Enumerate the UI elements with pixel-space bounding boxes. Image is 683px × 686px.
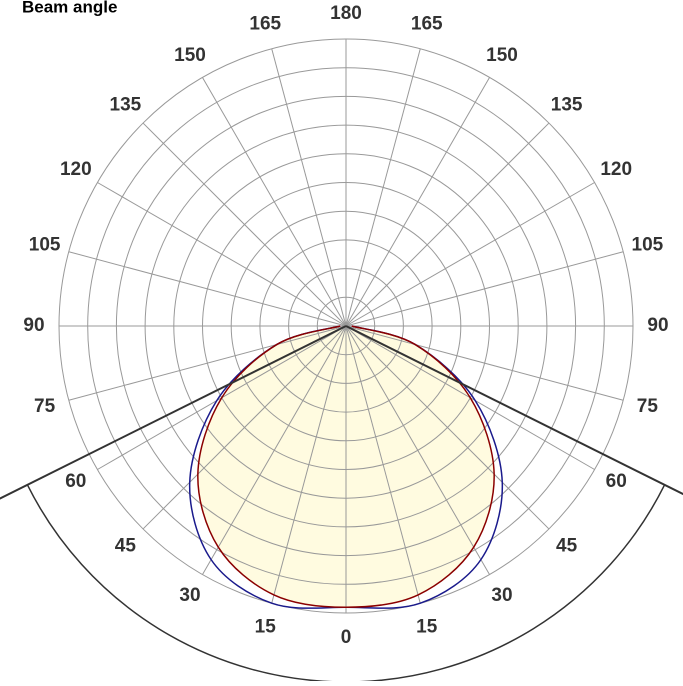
angle-label: 15 (255, 616, 277, 637)
angle-label: 90 (23, 315, 44, 336)
angle-label: 30 (179, 585, 200, 606)
angle-label: 135 (551, 94, 583, 115)
angle-label: 60 (65, 471, 86, 492)
angle-label: 120 (600, 159, 632, 180)
grid-spoke (271, 48, 347, 327)
angle-label: 90 (647, 315, 668, 336)
grid-spoke (202, 325, 347, 575)
grid-spoke (345, 122, 550, 327)
line-layer (188, 325, 504, 609)
angle-label: 150 (174, 45, 206, 66)
grid-spoke (345, 48, 421, 327)
angle-label: 105 (632, 234, 664, 255)
grid-spoke (142, 122, 347, 327)
grid-spoke (271, 325, 347, 604)
angle-label: 120 (60, 159, 92, 180)
angle-label: 180 (330, 3, 362, 24)
angle-label: 150 (486, 45, 518, 66)
grid-spoke (68, 325, 347, 401)
angle-label: 165 (411, 14, 443, 35)
angle-label: 45 (556, 536, 578, 557)
grid-spoke (68, 251, 347, 327)
grid-spoke (202, 77, 347, 327)
angle-label: 105 (29, 234, 61, 255)
grid-layer (58, 38, 634, 614)
grid-spoke (97, 182, 347, 327)
angle-label: 15 (416, 616, 438, 637)
grid-spoke (345, 77, 490, 327)
angle-label: 165 (249, 14, 281, 35)
angle-label: 0 (341, 627, 352, 648)
grid-spoke (345, 325, 490, 575)
beam-line (0, 325, 347, 500)
angle-label: 30 (491, 585, 512, 606)
angle-label: 75 (34, 396, 56, 417)
angle-label: 45 (115, 536, 137, 557)
angle-label: 60 (606, 471, 627, 492)
grid-spoke (345, 182, 595, 327)
grid-spoke (345, 325, 421, 604)
series-line (197, 325, 495, 609)
grid-spoke (345, 251, 624, 327)
chart-title: Beam angle (22, 0, 117, 16)
grid-spoke (345, 325, 550, 530)
beam-line (345, 325, 683, 496)
angle-label: 75 (637, 396, 659, 417)
angle-label: 135 (110, 94, 142, 115)
grid-spoke (345, 325, 624, 401)
grid-spoke (142, 325, 347, 530)
